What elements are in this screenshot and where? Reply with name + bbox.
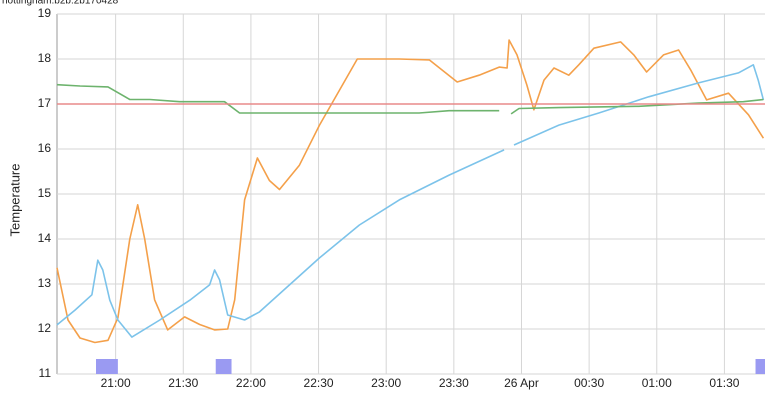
x-tick-label: 23:30	[439, 376, 469, 390]
series-line	[56, 39, 765, 344]
series-line	[56, 83, 764, 115]
y-tick-label: 16	[38, 141, 52, 155]
x-tick-label: 22:30	[304, 376, 334, 390]
x-tick-label: 01:00	[642, 376, 672, 390]
x-tick-label: 01:30	[709, 376, 739, 390]
heating-period	[96, 359, 118, 374]
x-tick-label: 26 Apr	[504, 376, 539, 390]
x-tick-label: 21:00	[101, 376, 131, 390]
y-tick-label: 19	[38, 6, 52, 20]
x-tick-label: 23:00	[371, 376, 401, 390]
y-tick-label: 17	[38, 96, 52, 110]
x-tick-label: 22:00	[236, 376, 266, 390]
y-tick-label: 13	[38, 276, 52, 290]
x-tick-label: 00:30	[574, 376, 604, 390]
heating-period	[215, 359, 232, 374]
chart-title: nottingham:b2b:2b170428	[2, 0, 119, 7]
series-line	[56, 64, 765, 338]
heating-period	[755, 359, 765, 374]
x-tick-label: 21:30	[168, 376, 198, 390]
y-tick-label: 12	[38, 321, 52, 335]
y-tick-label: 11	[39, 366, 52, 380]
y-tick-label: 15	[38, 186, 52, 200]
y-tick-label: 18	[38, 51, 52, 65]
y-axis-label: Temperature	[7, 164, 22, 237]
y-tick-label: 14	[38, 231, 52, 245]
